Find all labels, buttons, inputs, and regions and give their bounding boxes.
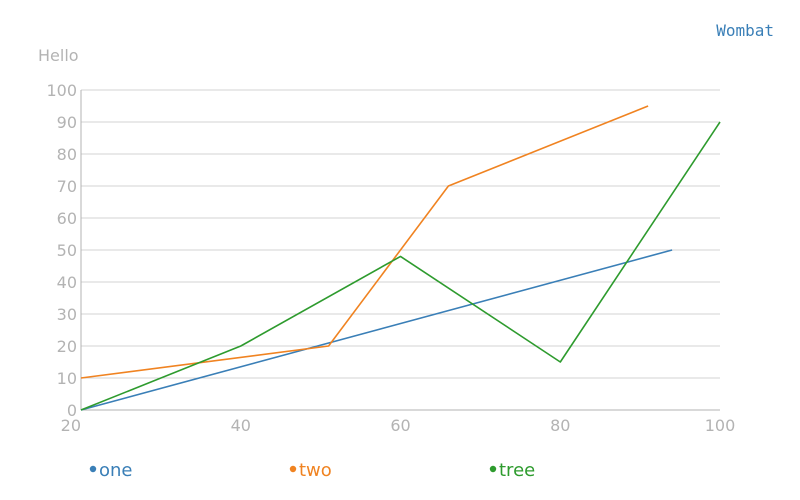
x-tick-label-100: 100 — [705, 416, 736, 435]
y-tick-label-50: 50 — [57, 241, 77, 260]
x-tick-label-20: 20 — [61, 416, 81, 435]
legend-marker-tree — [489, 465, 497, 473]
y-tick-label-0: 0 — [67, 401, 77, 420]
legend-marker-two — [289, 465, 297, 473]
y-tick-label-60: 60 — [57, 209, 77, 228]
legend-label-one: one — [99, 460, 133, 481]
legend-marker-one — [89, 465, 97, 473]
y-tick-label-90: 90 — [57, 113, 77, 132]
y-tick-label-80: 80 — [57, 145, 77, 164]
y-tick-label-10: 10 — [57, 369, 77, 388]
series-line-tree — [80, 121, 721, 411]
y-tick-label-20: 20 — [57, 337, 77, 356]
y-tick-label-40: 40 — [57, 273, 77, 292]
series-line-two — [80, 105, 649, 379]
y-tick-label-30: 30 — [57, 305, 77, 324]
brand-label: Wombat — [716, 21, 774, 40]
x-tick-label-60: 60 — [390, 416, 410, 435]
grid — [81, 89, 720, 379]
legend: one two tree — [89, 460, 535, 481]
x-tick-label-40: 40 — [231, 416, 251, 435]
x-tick-label-80: 80 — [550, 416, 570, 435]
series-lines — [80, 105, 721, 411]
legend-label-tree: tree — [499, 460, 535, 481]
y-tick-label-70: 70 — [57, 177, 77, 196]
y-axis-label: Hello — [38, 46, 79, 65]
legend-label-two: two — [299, 460, 332, 481]
series-line-one — [80, 249, 673, 411]
axes: 0 10 20 30 40 50 60 70 80 90 100 20 40 60 80 100 — [46, 81, 735, 435]
y-tick-label-100: 100 — [46, 81, 77, 100]
